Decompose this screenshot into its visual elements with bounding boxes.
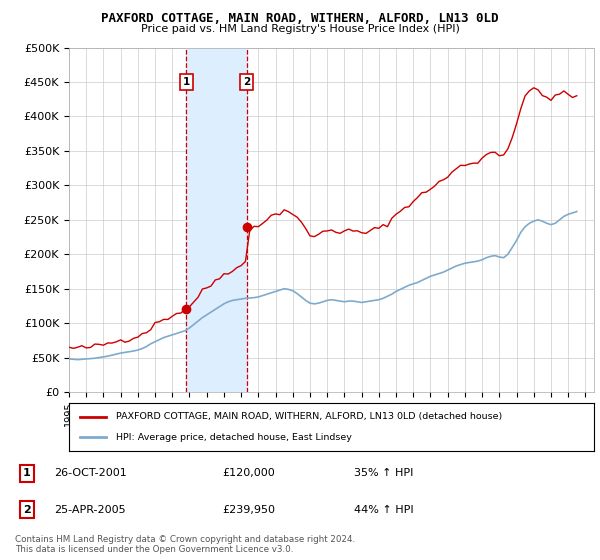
Text: HPI: Average price, detached house, East Lindsey: HPI: Average price, detached house, East… — [116, 433, 352, 442]
Text: 1: 1 — [183, 77, 190, 87]
Text: £120,000: £120,000 — [222, 468, 275, 478]
Text: This data is licensed under the Open Government Licence v3.0.: This data is licensed under the Open Gov… — [15, 545, 293, 554]
Text: Price paid vs. HM Land Registry's House Price Index (HPI): Price paid vs. HM Land Registry's House … — [140, 24, 460, 34]
Text: 2: 2 — [243, 77, 250, 87]
Text: PAXFORD COTTAGE, MAIN ROAD, WITHERN, ALFORD, LN13 0LD (detached house): PAXFORD COTTAGE, MAIN ROAD, WITHERN, ALF… — [116, 412, 503, 421]
Text: PAXFORD COTTAGE, MAIN ROAD, WITHERN, ALFORD, LN13 0LD: PAXFORD COTTAGE, MAIN ROAD, WITHERN, ALF… — [101, 12, 499, 25]
Text: Contains HM Land Registry data © Crown copyright and database right 2024.: Contains HM Land Registry data © Crown c… — [15, 535, 355, 544]
Text: 2: 2 — [23, 505, 31, 515]
Text: 44% ↑ HPI: 44% ↑ HPI — [354, 505, 413, 515]
Text: 1: 1 — [23, 468, 31, 478]
Bar — [187, 48, 247, 392]
Text: 35% ↑ HPI: 35% ↑ HPI — [354, 468, 413, 478]
Text: 26-OCT-2001: 26-OCT-2001 — [54, 468, 127, 478]
Text: 25-APR-2005: 25-APR-2005 — [54, 505, 125, 515]
Text: £239,950: £239,950 — [222, 505, 275, 515]
